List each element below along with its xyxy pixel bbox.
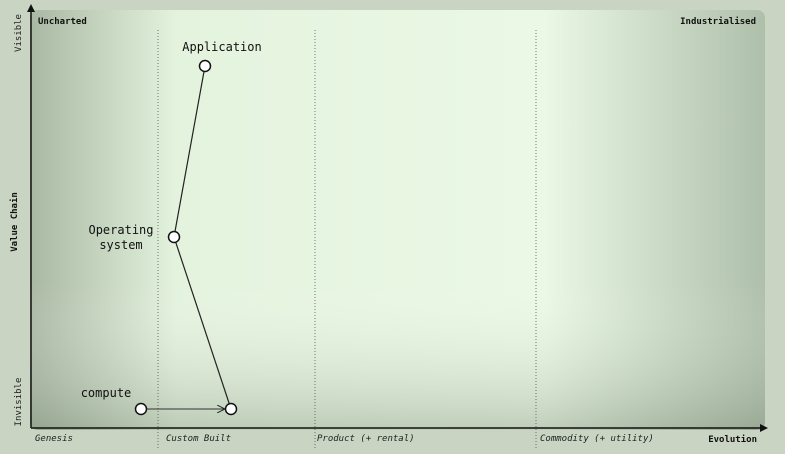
component-node-os[interactable]: [167, 230, 181, 244]
corner-label-uncharted: Uncharted: [38, 17, 87, 27]
component-label-os-line2: system: [99, 238, 142, 252]
corner-label-industrialised: Industrialised: [680, 16, 756, 27]
stage-label-genesis: Genesis: [35, 434, 73, 444]
x-axis-title: Evolution: [708, 434, 757, 445]
map-shade: [30, 10, 765, 430]
stage-label-commodity: Commodity (+ utility): [540, 434, 654, 444]
x-axis-arrow: [760, 424, 768, 432]
component-node-compute-evolved[interactable]: [224, 402, 238, 416]
link-os-compute: [173, 236, 232, 410]
stage-label-custom-built: Custom Built: [166, 434, 231, 444]
component-node-compute[interactable]: [134, 402, 148, 416]
component-label-compute: compute: [81, 386, 132, 400]
component-node-application[interactable]: [198, 59, 212, 73]
y-axis-invisible-label: Invisible: [14, 378, 24, 427]
stage-label-product: Product (+ rental): [317, 434, 415, 444]
component-label-os-line1: Operating: [88, 223, 153, 237]
y-axis-arrow: [27, 4, 35, 12]
y-axis-title: Value Chain: [9, 192, 20, 252]
link-application-os: [173, 65, 206, 238]
y-axis-visible-label: Visible: [14, 14, 24, 52]
component-label-application: Application: [182, 40, 261, 54]
